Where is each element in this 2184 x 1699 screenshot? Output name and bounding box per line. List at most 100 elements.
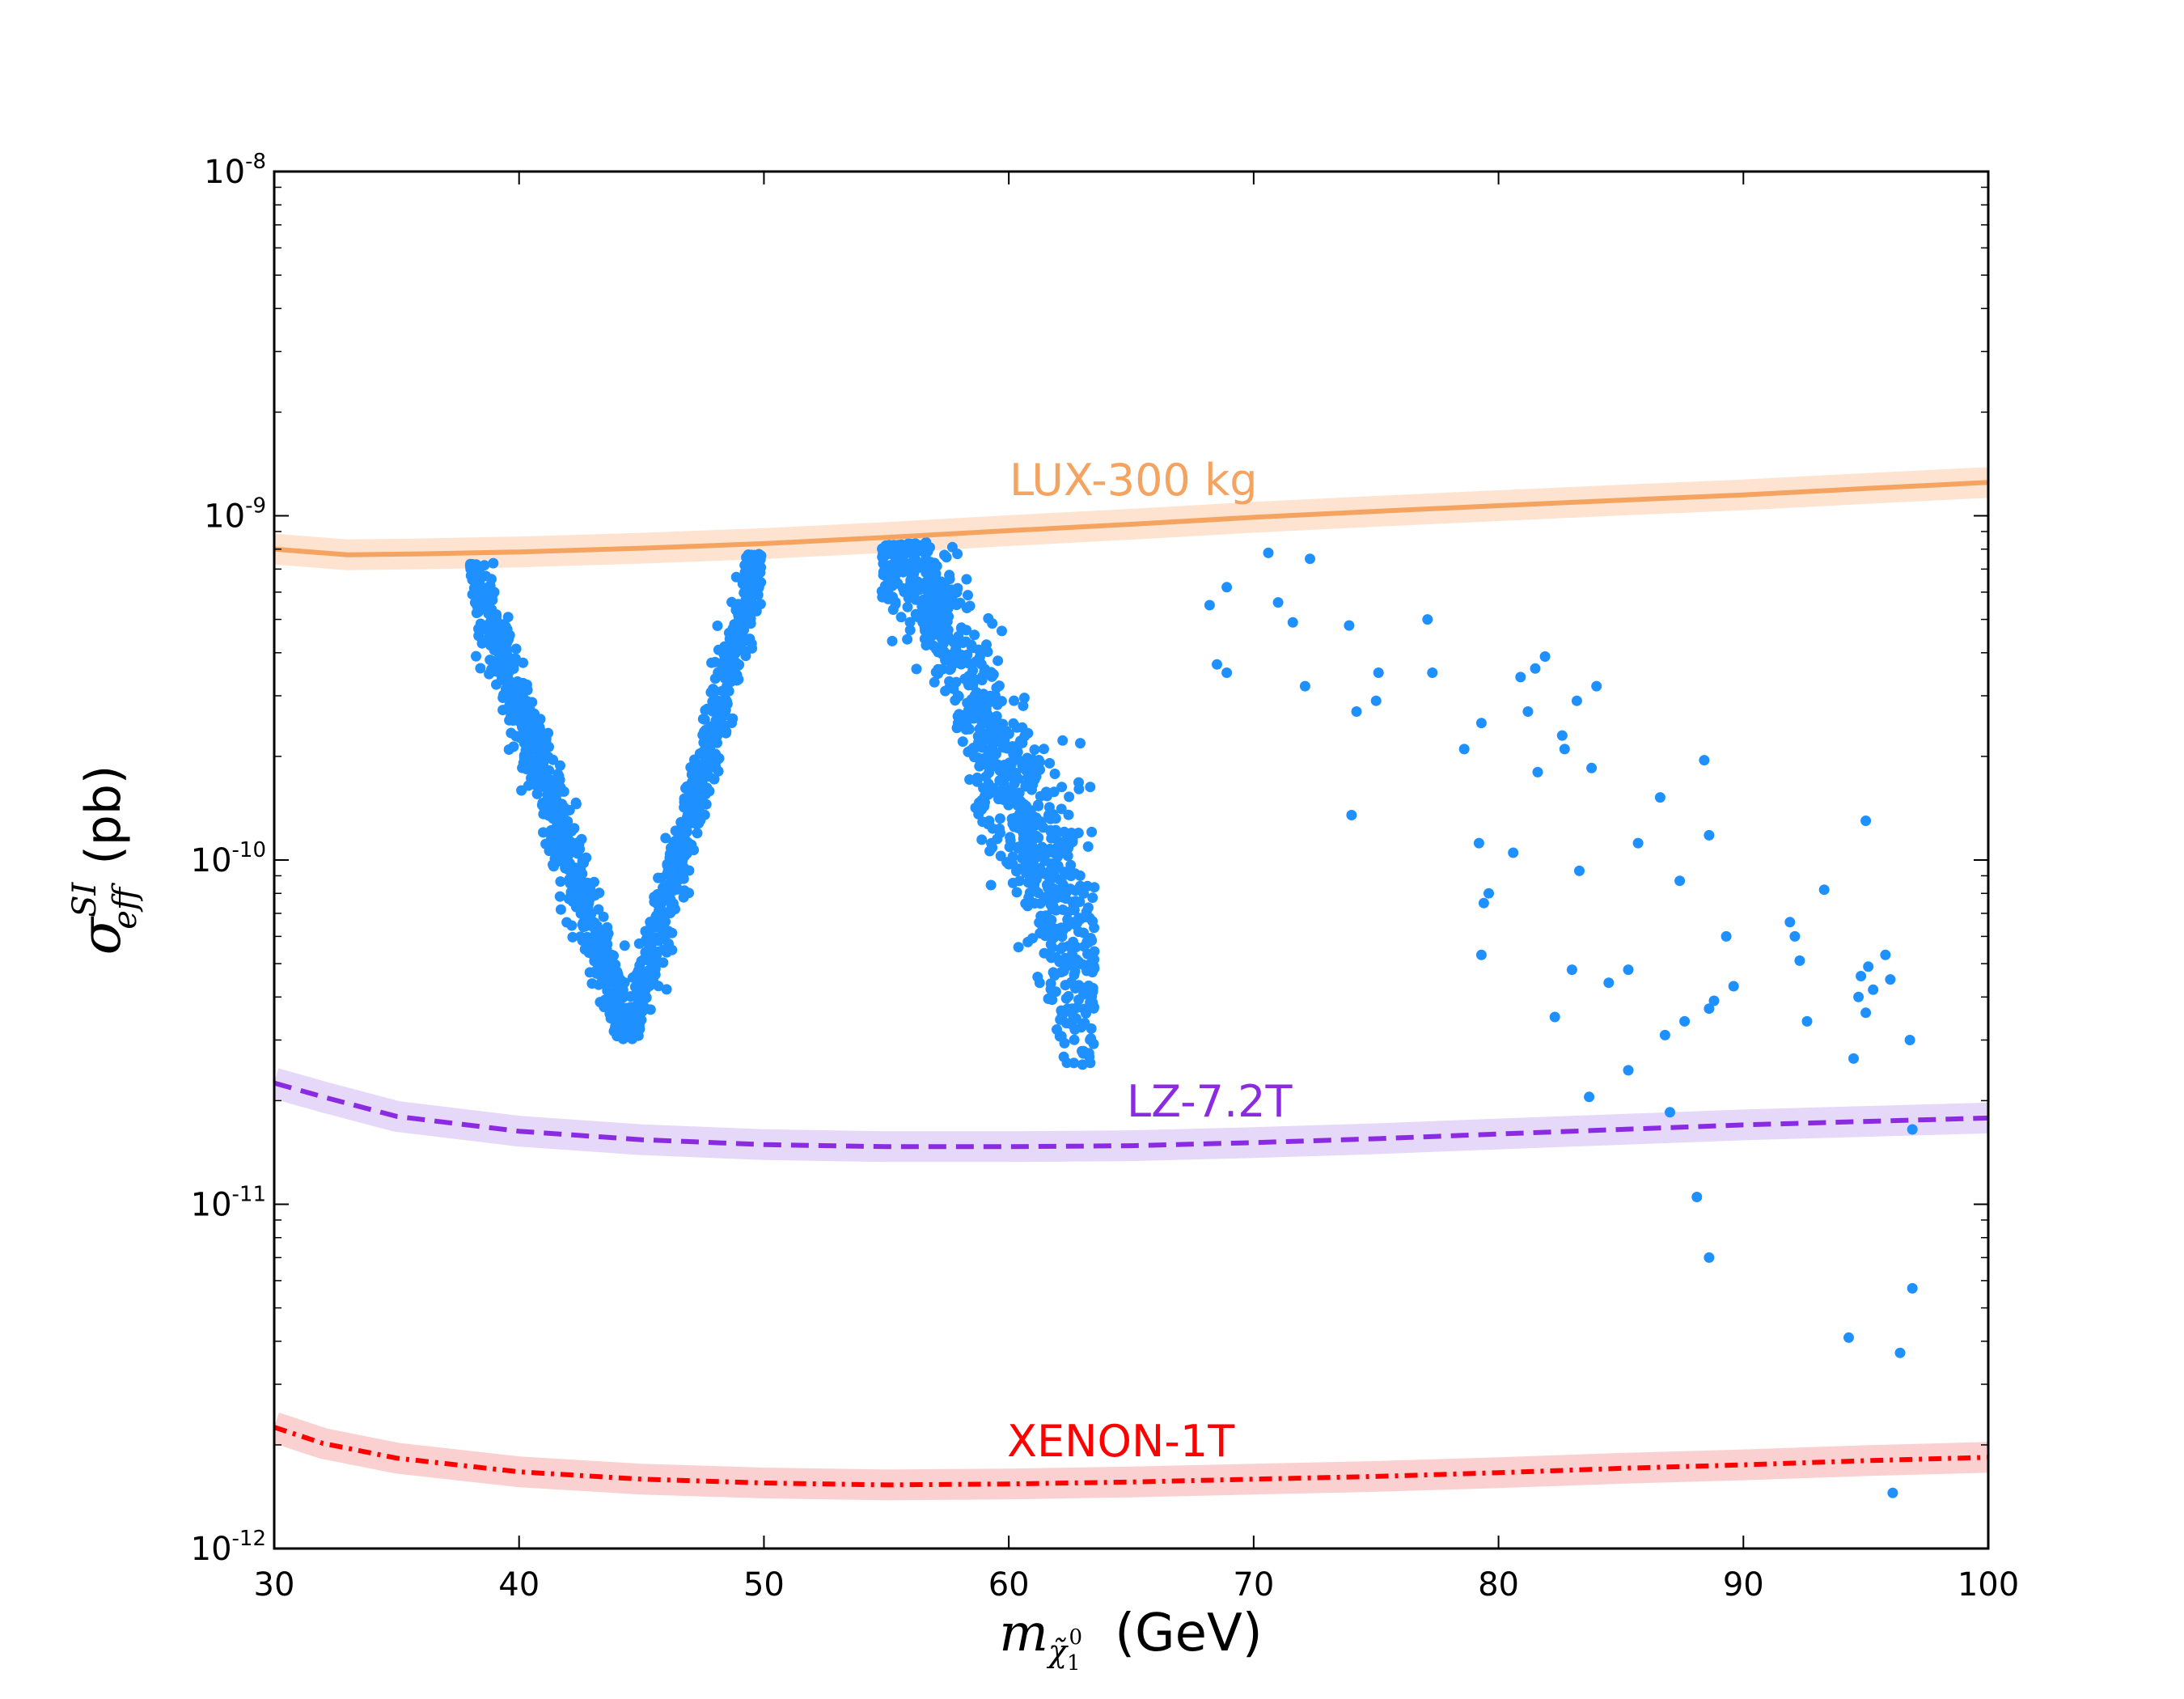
data-point bbox=[531, 788, 543, 799]
data-point bbox=[1065, 859, 1077, 871]
data-point bbox=[992, 731, 1003, 742]
data-point bbox=[1018, 700, 1029, 711]
data-point bbox=[940, 685, 951, 697]
data-point bbox=[661, 984, 672, 995]
data-point bbox=[579, 943, 590, 955]
data-point bbox=[963, 658, 974, 669]
data-point bbox=[1087, 892, 1098, 904]
data-point bbox=[1894, 1347, 1906, 1358]
data-point bbox=[1031, 885, 1042, 896]
data-point bbox=[548, 859, 558, 871]
data-point bbox=[482, 582, 493, 593]
data-point bbox=[1023, 819, 1035, 830]
data-point bbox=[653, 872, 664, 883]
data-point bbox=[925, 557, 937, 569]
data-point bbox=[479, 560, 490, 571]
data-point bbox=[1019, 731, 1031, 742]
data-point bbox=[1056, 967, 1067, 978]
data-point bbox=[1204, 600, 1215, 611]
data-point bbox=[500, 642, 511, 653]
data-point bbox=[1087, 986, 1098, 998]
data-point bbox=[904, 616, 916, 628]
data-point bbox=[481, 625, 493, 636]
data-point bbox=[502, 662, 514, 673]
data-point bbox=[550, 811, 561, 822]
data-point bbox=[1085, 1057, 1096, 1069]
data-point bbox=[582, 877, 593, 888]
x-tick-label: 60 bbox=[988, 1566, 1030, 1604]
data-point bbox=[1086, 826, 1098, 837]
data-point bbox=[1048, 847, 1060, 858]
data-point bbox=[708, 731, 719, 742]
data-point bbox=[493, 616, 503, 628]
data-point bbox=[565, 887, 577, 898]
data-point bbox=[1068, 1011, 1079, 1022]
data-point bbox=[960, 724, 971, 735]
data-point bbox=[978, 753, 989, 765]
data-point bbox=[712, 621, 723, 631]
data-point bbox=[1082, 841, 1094, 852]
data-point bbox=[709, 656, 721, 667]
x-axis-symbol: m bbox=[999, 1604, 1048, 1663]
x-tick-label: 50 bbox=[743, 1566, 785, 1604]
data-point bbox=[709, 773, 720, 785]
data-point bbox=[699, 714, 710, 725]
data-point bbox=[1069, 969, 1080, 981]
data-point bbox=[1789, 930, 1801, 942]
data-point bbox=[690, 780, 700, 791]
data-point bbox=[1058, 1051, 1069, 1062]
data-point bbox=[1001, 726, 1012, 737]
data-point bbox=[683, 798, 693, 809]
data-point bbox=[1088, 1002, 1099, 1014]
data-point bbox=[637, 1006, 648, 1017]
data-point bbox=[1708, 995, 1720, 1006]
data-point bbox=[1346, 810, 1357, 820]
data-point bbox=[1704, 829, 1715, 841]
data-point bbox=[709, 673, 721, 684]
data-point bbox=[1674, 875, 1686, 887]
data-point bbox=[1522, 706, 1534, 717]
data-point bbox=[1721, 930, 1732, 942]
data-point bbox=[939, 549, 950, 561]
data-point bbox=[497, 627, 509, 638]
data-point bbox=[971, 687, 982, 698]
data-point bbox=[673, 874, 684, 885]
data-point bbox=[1848, 1053, 1859, 1064]
data-point bbox=[1060, 993, 1072, 1004]
data-point bbox=[1014, 841, 1025, 852]
y-tick-label: 10-12 bbox=[191, 1527, 266, 1568]
data-point bbox=[532, 752, 543, 763]
data-point bbox=[1050, 824, 1061, 836]
data-point bbox=[584, 967, 595, 978]
data-point bbox=[904, 625, 916, 636]
data-point bbox=[660, 916, 671, 927]
scatter-points bbox=[464, 536, 1918, 1498]
data-point bbox=[1868, 984, 1879, 995]
data-point bbox=[1073, 994, 1084, 1006]
data-point bbox=[574, 839, 585, 850]
data-point bbox=[923, 605, 934, 616]
data-point bbox=[1623, 964, 1634, 976]
data-point bbox=[1083, 1048, 1094, 1059]
data-point bbox=[696, 790, 707, 801]
data-point bbox=[715, 721, 726, 732]
data-point bbox=[1299, 680, 1310, 692]
y-tick-exponent: -11 bbox=[232, 1183, 266, 1207]
data-point bbox=[1058, 847, 1069, 858]
x-tick-label: 30 bbox=[254, 1566, 295, 1604]
data-point bbox=[1013, 942, 1024, 953]
data-point bbox=[1475, 718, 1487, 729]
data-point bbox=[658, 944, 669, 955]
data-point bbox=[969, 629, 980, 641]
data-point bbox=[1020, 898, 1031, 909]
data-point bbox=[1473, 837, 1484, 849]
data-point bbox=[1075, 738, 1086, 749]
data-point bbox=[1052, 860, 1064, 871]
data-point bbox=[727, 713, 739, 724]
data-point bbox=[993, 655, 1004, 667]
data-point bbox=[567, 931, 578, 943]
data-point bbox=[1478, 897, 1489, 909]
data-point bbox=[1005, 835, 1016, 846]
y-tick-base: 10 bbox=[191, 842, 232, 879]
data-point bbox=[951, 600, 963, 611]
